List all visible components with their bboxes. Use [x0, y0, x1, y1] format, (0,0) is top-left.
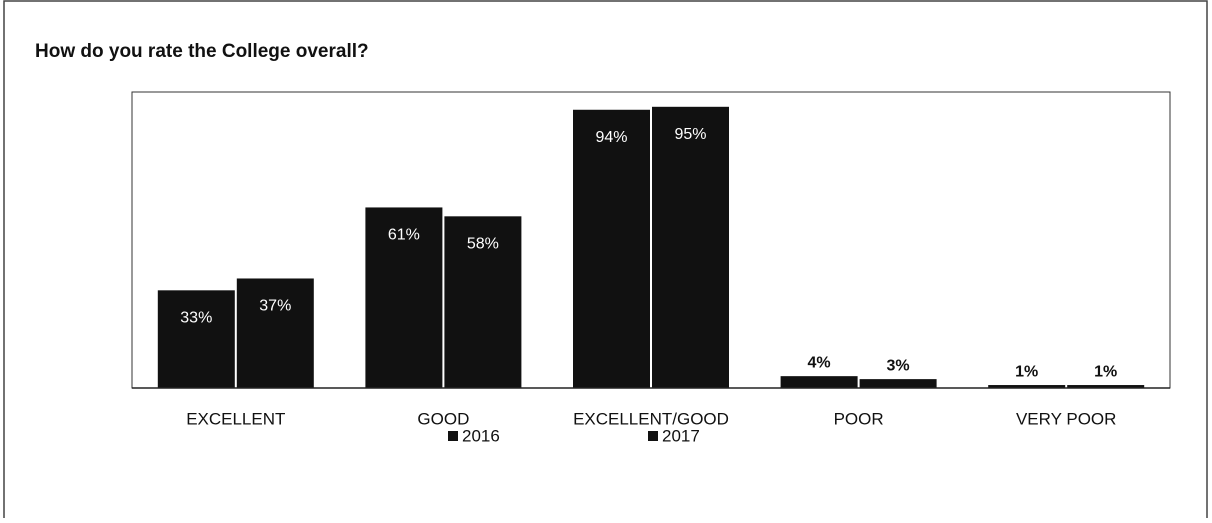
legend-swatch: [448, 431, 458, 441]
x-tick-label: POOR: [834, 409, 884, 428]
bar: [573, 109, 650, 388]
data-label: 95%: [674, 126, 706, 143]
legend-label: 2016: [462, 426, 500, 445]
data-label: 33%: [180, 310, 212, 327]
data-label: 3%: [887, 357, 910, 374]
data-label: 61%: [388, 227, 420, 244]
bar: [1067, 385, 1145, 388]
data-label: 94%: [595, 129, 627, 146]
x-tick-label: EXCELLENT: [186, 409, 285, 428]
bar: [365, 207, 443, 388]
chart-title: How do you rate the College overall?: [35, 41, 369, 62]
x-tick-label: VERY POOR: [1016, 409, 1116, 428]
bar: [652, 106, 729, 389]
x-tick-label: EXCELLENT/GOOD: [573, 409, 729, 428]
bar: [444, 216, 522, 388]
bar: [859, 379, 937, 388]
bar: [157, 290, 235, 388]
bar: [988, 385, 1066, 388]
x-tick-label: GOOD: [417, 409, 469, 428]
data-label: 1%: [1015, 363, 1038, 380]
legend-label: 2017: [662, 426, 700, 445]
bar: [236, 278, 314, 388]
data-label: 4%: [808, 354, 831, 371]
data-label: 37%: [259, 298, 291, 315]
legend-swatch: [648, 431, 658, 441]
bar: [780, 376, 858, 388]
data-label: 58%: [467, 236, 499, 253]
data-label: 1%: [1094, 363, 1117, 380]
